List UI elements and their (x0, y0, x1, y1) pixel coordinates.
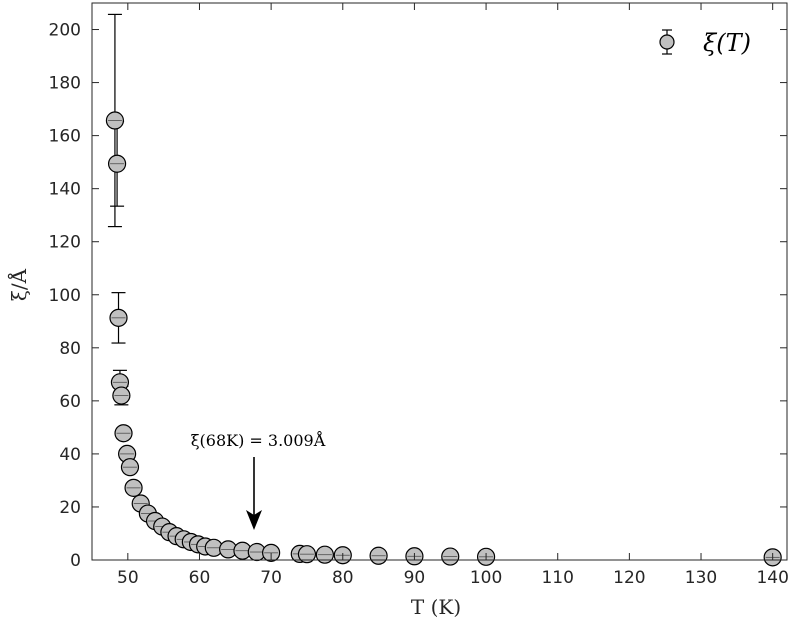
legend-marker (659, 34, 675, 50)
y-tick-label: 120 (49, 233, 81, 253)
plot-frame (91, 2, 788, 561)
y-tick-label: 100 (49, 286, 81, 306)
x-tick-label: 90 (404, 568, 426, 588)
x-axis-title: T (K) (411, 595, 461, 619)
axes: 50 60 70 80 90 100 110 120 130 140 0 20 40 60 80 100 120… (49, 2, 789, 588)
y-tick-label: 60 (59, 392, 81, 412)
y-tick-label: 80 (59, 339, 81, 359)
x-tick-label: 50 (117, 568, 139, 588)
x-tick-label: 120 (613, 568, 645, 588)
annotation-text: ξ(68K) = 3.009Å (191, 430, 326, 450)
legend-label: ξ(T) (703, 29, 751, 57)
x-tick-label: 100 (470, 568, 502, 588)
x-tick-label: 70 (260, 568, 282, 588)
x-tick-label: 60 (189, 568, 211, 588)
y-tick-label: 20 (59, 498, 81, 518)
y-tick-label: 40 (59, 445, 81, 465)
y-tick-label: 160 (49, 127, 81, 147)
annotation: ξ(68K) = 3.009Å (191, 430, 326, 530)
y-axis-title: ξ/Å (6, 268, 31, 301)
y-tick-label: 0 (70, 551, 81, 571)
y-tick-label: 200 (49, 21, 81, 41)
x-tick-label: 80 (332, 568, 354, 588)
x-tick-label: 140 (756, 568, 788, 588)
legend: ξ(T) (659, 29, 751, 57)
y-tick-label: 140 (49, 180, 81, 200)
x-tick-label: 110 (541, 568, 573, 588)
x-tick-label: 130 (685, 568, 717, 588)
plot-area (105, 13, 782, 567)
y-tick-label: 180 (49, 74, 81, 94)
